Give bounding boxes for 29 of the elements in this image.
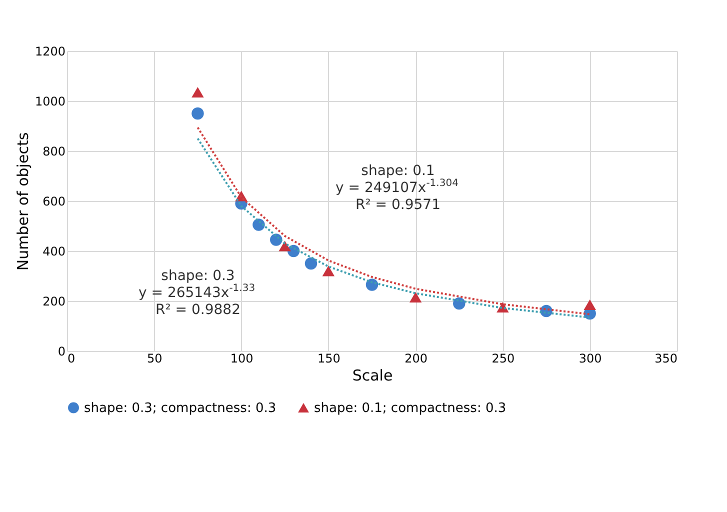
- y-tick-label: 200: [42, 294, 66, 308]
- y-tick-label: 1000: [34, 94, 66, 108]
- x-tick-label: 300: [578, 352, 602, 366]
- y-tick-label: 1200: [34, 44, 66, 58]
- x-tick-label: 50: [147, 352, 162, 366]
- x-tick-label: 100: [230, 352, 254, 366]
- y-tick-label: 600: [42, 194, 66, 208]
- y-tick-label: 400: [42, 244, 66, 258]
- y-axis-title: Number of objects: [14, 132, 32, 271]
- point: [278, 240, 291, 252]
- point: [322, 266, 335, 276]
- point: [252, 218, 265, 231]
- point: [192, 107, 204, 120]
- point: [192, 86, 204, 98]
- point: [304, 257, 318, 270]
- point: [584, 299, 596, 310]
- x-tick-label: 0: [68, 352, 76, 366]
- x-tick-label: 200: [404, 352, 428, 366]
- legend-label: shape: 0.3; compactness: 0.3: [84, 400, 276, 416]
- point: [453, 297, 466, 310]
- y-tick-label: 800: [42, 144, 66, 158]
- point: [366, 278, 378, 291]
- x-tick-label: 250: [492, 352, 515, 366]
- point: [409, 292, 422, 303]
- x-tick-label: 350: [654, 352, 678, 366]
- x-tick-label: 150: [317, 352, 340, 366]
- x-axis-title: Scale: [352, 366, 393, 384]
- point: [270, 234, 282, 246]
- legend-label: shape: 0.1; compactness: 0.3: [314, 400, 506, 416]
